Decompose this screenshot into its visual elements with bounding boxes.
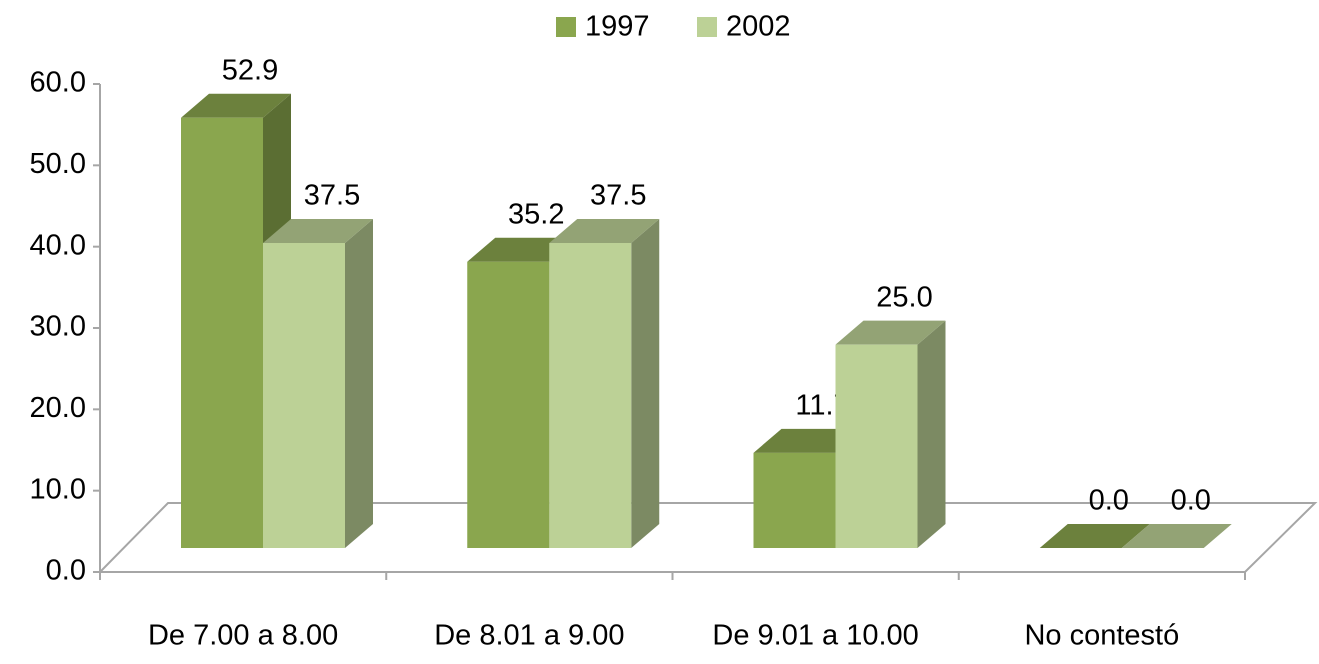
- x-tick-label: De 7.00 a 8.00: [148, 620, 338, 652]
- bar-side: [631, 219, 660, 548]
- y-tick-label: 0.0: [46, 555, 86, 587]
- bar-top: [1039, 524, 1150, 548]
- bar-top: [181, 93, 291, 118]
- bar: [467, 261, 550, 548]
- data-label: 35.2: [508, 198, 564, 230]
- bar-top: [549, 219, 660, 243]
- bar-top: [835, 320, 946, 345]
- legend-swatch: [556, 17, 576, 37]
- bar-top: [1121, 524, 1232, 548]
- y-tick-label: 40.0: [30, 229, 86, 261]
- y-tick-label: 10.0: [30, 473, 86, 505]
- data-label: 52.9: [222, 54, 278, 86]
- x-tick-label: De 9.01 a 10.00: [712, 620, 918, 652]
- data-label: 0.0: [1171, 485, 1211, 517]
- bar-side: [917, 320, 946, 548]
- legend-label: 1997: [585, 11, 650, 43]
- bar: [835, 344, 918, 548]
- x-tick-label: De 8.01 a 9.00: [434, 620, 624, 652]
- bar: [181, 117, 263, 548]
- x-tick-label: No contestó: [1024, 620, 1179, 652]
- y-tick-label: 60.0: [30, 67, 86, 99]
- bar-side: [345, 219, 373, 548]
- data-label: 25.0: [876, 281, 932, 313]
- data-label: 0.0: [1089, 485, 1129, 517]
- y-tick-label: 50.0: [30, 148, 86, 180]
- legend-swatch: [697, 17, 717, 37]
- legend-label: 2002: [726, 11, 791, 43]
- data-label: 37.5: [304, 180, 360, 212]
- y-tick-label: 30.0: [30, 311, 86, 343]
- bar-top: [263, 219, 373, 243]
- bar: [753, 452, 836, 548]
- data-label: 37.5: [590, 180, 646, 212]
- bar: [263, 243, 345, 548]
- y-tick-label: 20.0: [30, 392, 86, 424]
- bar: [549, 243, 632, 548]
